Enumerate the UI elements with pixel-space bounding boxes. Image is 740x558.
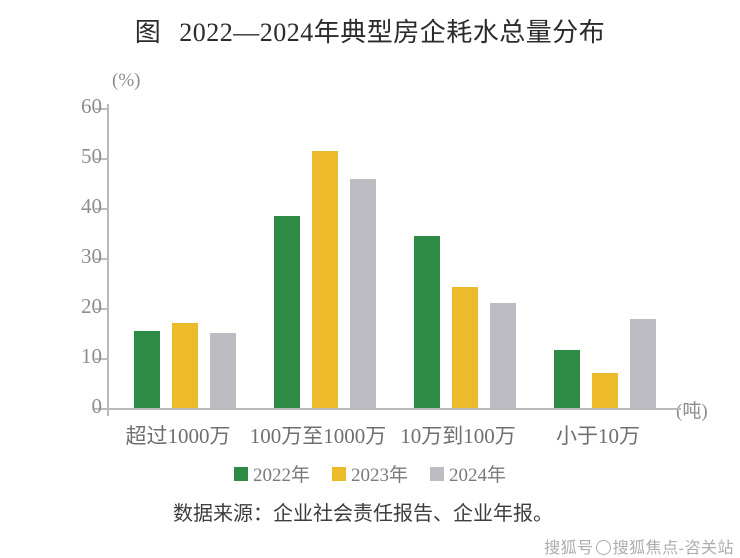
bar xyxy=(312,150,338,408)
legend-swatch-icon xyxy=(430,466,444,481)
y-axis-tick-label: 20 xyxy=(81,294,102,318)
legend-item[interactable]: 2023年 xyxy=(331,460,408,487)
bar-group xyxy=(414,108,516,408)
bar xyxy=(452,286,478,408)
y-axis-tick-label: 0 xyxy=(91,394,103,418)
copyright-icon xyxy=(595,540,611,555)
bar xyxy=(554,350,580,408)
watermark-suffix: 搜狐焦点-咨关站 xyxy=(612,540,734,557)
x-axis-category-label: 100万至1000万 xyxy=(249,424,387,448)
bar xyxy=(134,330,160,408)
bar xyxy=(414,235,440,408)
x-axis-category-label: 小于10万 xyxy=(556,424,640,448)
y-axis-tick-mark xyxy=(95,158,108,160)
y-axis-line xyxy=(107,104,109,416)
x-axis-line xyxy=(94,408,681,410)
chart-title-text: 2022—2024年典型房企耗水总量分布 xyxy=(179,18,606,47)
chart-title-marker: 图 xyxy=(134,18,162,47)
x-axis-unit-label: (吨) xyxy=(676,401,708,422)
bar xyxy=(490,302,516,408)
y-axis-tick-label: 60 xyxy=(81,94,102,118)
x-axis-category-label: 超过1000万 xyxy=(125,424,231,448)
legend-label: 2024年 xyxy=(449,465,507,486)
bar-group xyxy=(554,108,656,408)
legend-swatch-icon xyxy=(233,466,248,481)
y-axis-tick-mark xyxy=(95,108,108,110)
y-axis-tick-label: 50 xyxy=(81,144,102,168)
chart-title: 图 2022—2024年典型房企耗水总量分布 xyxy=(0,12,740,49)
watermark-prefix: 搜狐号 xyxy=(544,540,594,557)
bar-group xyxy=(274,108,376,408)
legend-item[interactable]: 2024年 xyxy=(430,460,506,487)
plot-area: 0 10 20 30 40 50 60 xyxy=(81,95,681,417)
legend-swatch-icon xyxy=(331,466,346,481)
y-axis-tick-mark xyxy=(95,208,108,210)
y-axis-unit-label: (%) xyxy=(112,70,141,91)
chart-legend: 2022年 2023年 2024年 xyxy=(0,460,740,487)
bar xyxy=(210,333,236,408)
bar xyxy=(350,179,376,408)
legend-item[interactable]: 2022年 xyxy=(233,460,310,487)
legend-label: 2023年 xyxy=(350,465,408,486)
y-axis-tick-mark xyxy=(95,308,108,310)
y-axis-tick-mark xyxy=(95,358,108,360)
x-axis-category-label: 10万到100万 xyxy=(400,424,516,448)
y-axis-tick-mark xyxy=(95,258,108,260)
bar xyxy=(172,323,198,408)
y-axis-tick-label: 10 xyxy=(81,344,102,368)
legend-label: 2022年 xyxy=(252,465,310,486)
bar-group xyxy=(134,108,236,408)
bar xyxy=(630,319,656,408)
y-axis-tick-mark xyxy=(95,408,108,410)
watermark: 搜狐号 搜狐焦点-咨关站 xyxy=(544,534,734,558)
bar xyxy=(592,373,618,408)
y-axis-tick-label: 30 xyxy=(81,244,102,268)
bar xyxy=(274,215,300,408)
y-axis-tick-label: 40 xyxy=(81,194,102,218)
source-note: 数据来源：企业社会责任报告、企业年报。 xyxy=(173,503,553,525)
